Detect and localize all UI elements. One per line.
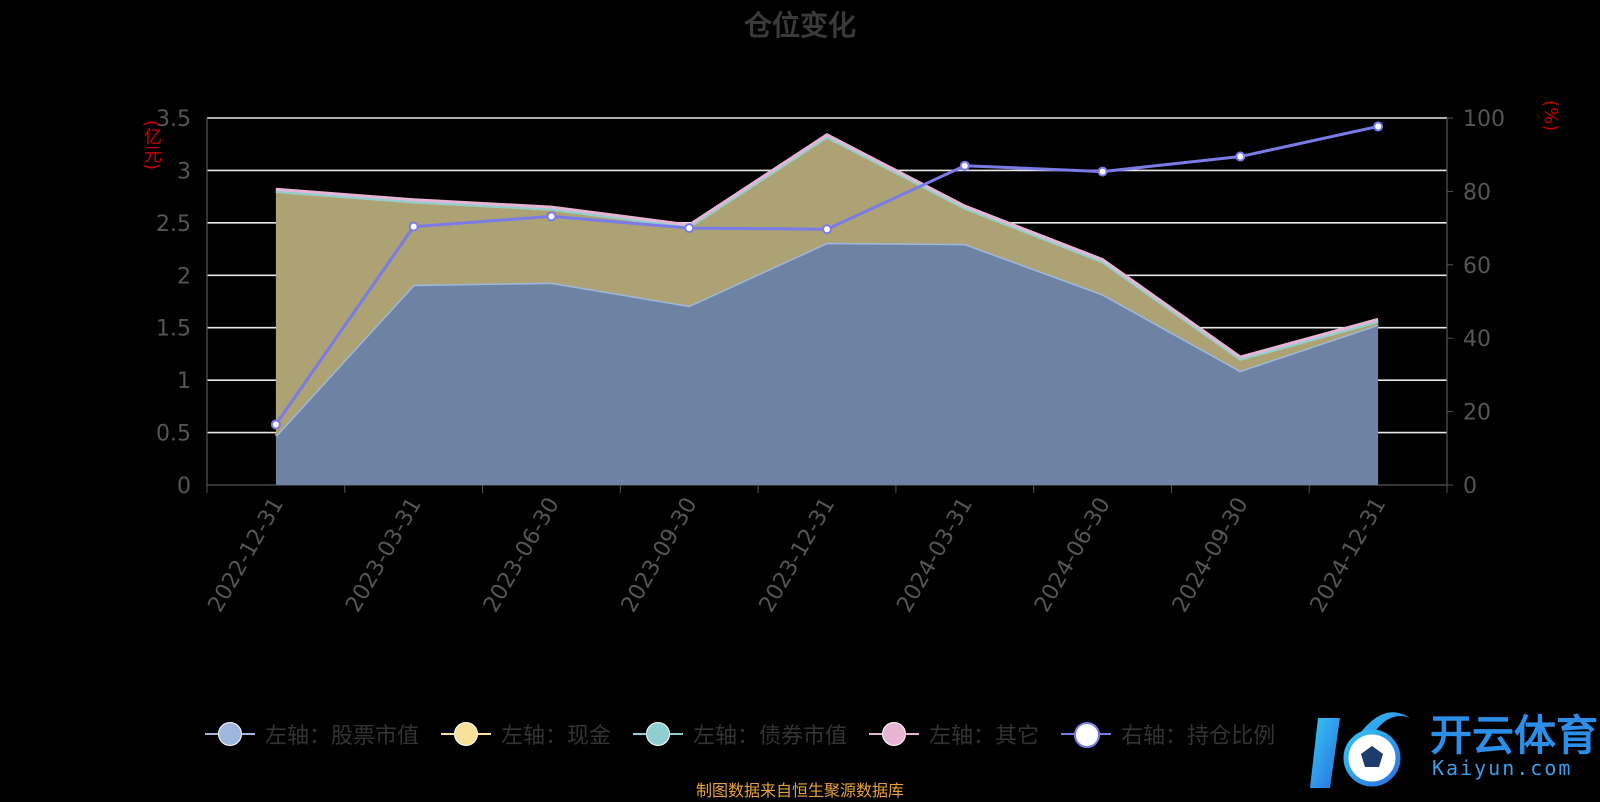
x-tick-label: 2023-03-31 — [341, 493, 427, 616]
right-tick-label: 40 — [1463, 327, 1491, 352]
watermark-text: 开云体育 — [1430, 711, 1599, 760]
legend-swatch-other — [869, 722, 920, 746]
right-tick-label: 80 — [1463, 180, 1491, 205]
x-tick-label: 2022-12-31 — [204, 494, 290, 617]
watermark-subtext: Kaiyun.com — [1432, 756, 1573, 780]
position-ratio-point — [684, 223, 695, 234]
x-tick-label: 2023-12-31 — [755, 494, 841, 617]
x-tick-label: 2023-06-30 — [479, 494, 565, 617]
legend-item-position[interactable]: 右轴：持仓比例 — [1061, 718, 1275, 750]
left-tick-label: 3.5 — [156, 107, 191, 132]
left-axis-unit: (亿元) — [141, 120, 162, 171]
right-tick-label: 0 — [1463, 474, 1477, 499]
legend-swatch-position — [1061, 722, 1112, 748]
left-tick-label: 2.5 — [156, 212, 191, 237]
position-ratio-point — [408, 221, 419, 232]
left-tick-label: 0.5 — [156, 422, 191, 447]
legend-label-other: 左轴：其它 — [929, 724, 1040, 749]
area-line-series-3 — [275, 133, 1379, 359]
left-tick-label: 0 — [177, 474, 191, 499]
left-tick-label: 2 — [177, 264, 191, 289]
right-tick-label: 100 — [1463, 107, 1505, 132]
legend-item-bond[interactable]: 左轴：债券市值 — [633, 718, 847, 750]
left-tick-label: 1.5 — [156, 317, 191, 342]
position-ratio-point — [1097, 166, 1108, 177]
area-series-0 — [275, 242, 1379, 485]
right-tick-label: 60 — [1463, 254, 1491, 279]
legend-label-cash: 左轴：现金 — [501, 724, 612, 749]
legend-item-other[interactable]: 左轴：其它 — [869, 718, 1039, 750]
right-tick-label: 20 — [1463, 401, 1491, 426]
position-ratio-point — [959, 160, 970, 171]
legend-swatch-stock — [205, 722, 255, 746]
legend-label-bond: 左轴：债券市值 — [693, 724, 848, 749]
area-line-series-2 — [275, 135, 1379, 361]
legend-swatch-cash — [441, 722, 492, 746]
x-tick-label: 2024-09-30 — [1168, 494, 1254, 617]
position-ratio-point — [1373, 121, 1384, 132]
left-tick-label: 1 — [177, 369, 191, 394]
position-ratio-point — [270, 419, 281, 430]
x-tick-label: 2023-09-30 — [617, 494, 703, 617]
watermark-logo: 开云体育 Kaiyun.com — [1310, 698, 1600, 798]
soccer-ball-logo-icon — [1310, 712, 1410, 788]
x-tick-label: 2024-12-31 — [1306, 494, 1392, 617]
x-tick-label: 2024-06-30 — [1030, 494, 1116, 617]
legend-item-stock[interactable]: 左轴：股票市值 — [205, 718, 419, 750]
data-source-note: 制图数据来自恒生聚源数据库 — [695, 781, 904, 800]
right-axis-unit: (%) — [1540, 100, 1561, 132]
legend-item-cash[interactable]: 左轴：现金 — [441, 718, 611, 750]
legend-swatch-bond — [633, 722, 684, 746]
legend: 左轴：股票市值 左轴：现金 左轴：债券市值 左轴：其它 右轴：持仓比例 — [205, 718, 1275, 750]
position-ratio-point — [546, 211, 557, 222]
position-ratio-point — [1235, 151, 1246, 162]
position-ratio-point — [822, 224, 832, 235]
chart-title: 仓位变化 — [743, 9, 856, 42]
legend-label-stock: 左轴：股票市值 — [265, 724, 420, 749]
legend-label-position: 右轴：持仓比例 — [1121, 724, 1276, 749]
left-tick-label: 3 — [177, 159, 191, 184]
x-tick-label: 2024-03-31 — [892, 494, 978, 617]
